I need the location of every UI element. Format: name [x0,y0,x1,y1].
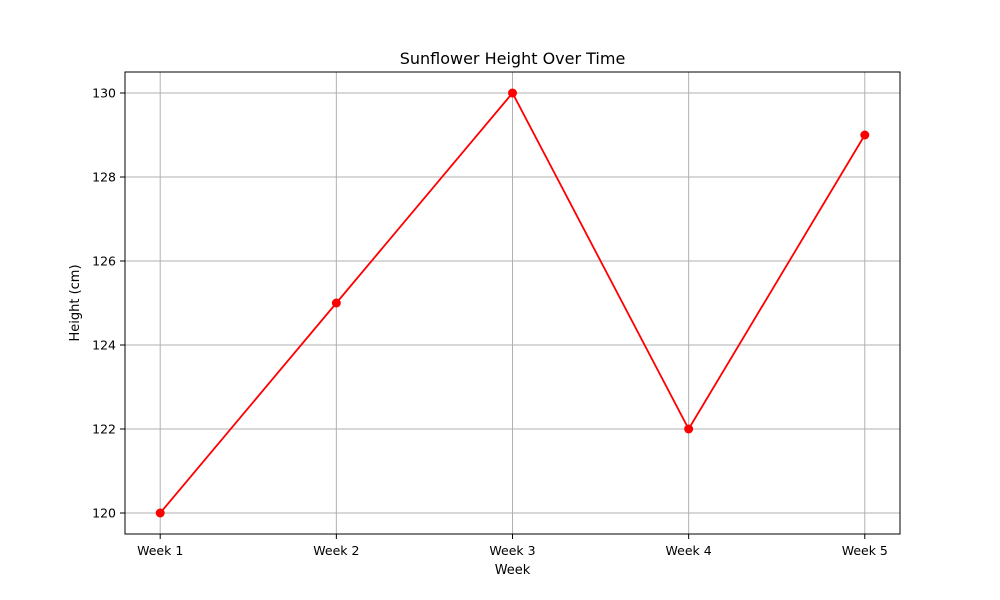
series-layer [155,88,870,518]
plot-frame [124,71,901,535]
x-tick-label: Week 2 [313,543,359,558]
y-tick-label: 122 [92,422,116,437]
grid [125,72,900,534]
y-tick-label: 124 [92,338,116,353]
x-tick-label: Week 3 [489,543,535,558]
data-point [508,88,517,98]
data-point [684,424,694,434]
x-tick-label: Week 4 [666,543,712,558]
y-tick-label: 128 [92,170,116,185]
x-tick-label: Week 1 [137,543,183,558]
data-point [860,130,870,140]
y-axis-label: Height (cm) [68,264,83,341]
x-axis-label: Week [495,563,531,578]
y-tick-label: 120 [92,506,116,521]
data-point [155,508,165,518]
chart-title: Sunflower Height Over Time [400,49,626,68]
y-tick-label: 130 [92,86,116,101]
y-tick-label: 126 [92,254,116,269]
data-point [331,298,341,308]
x-tick-label: Week 5 [842,543,888,558]
axis-ticks: Week 1 Week 2 Week 3 Week 4 Week 5 120 122 124 1… [92,86,888,559]
